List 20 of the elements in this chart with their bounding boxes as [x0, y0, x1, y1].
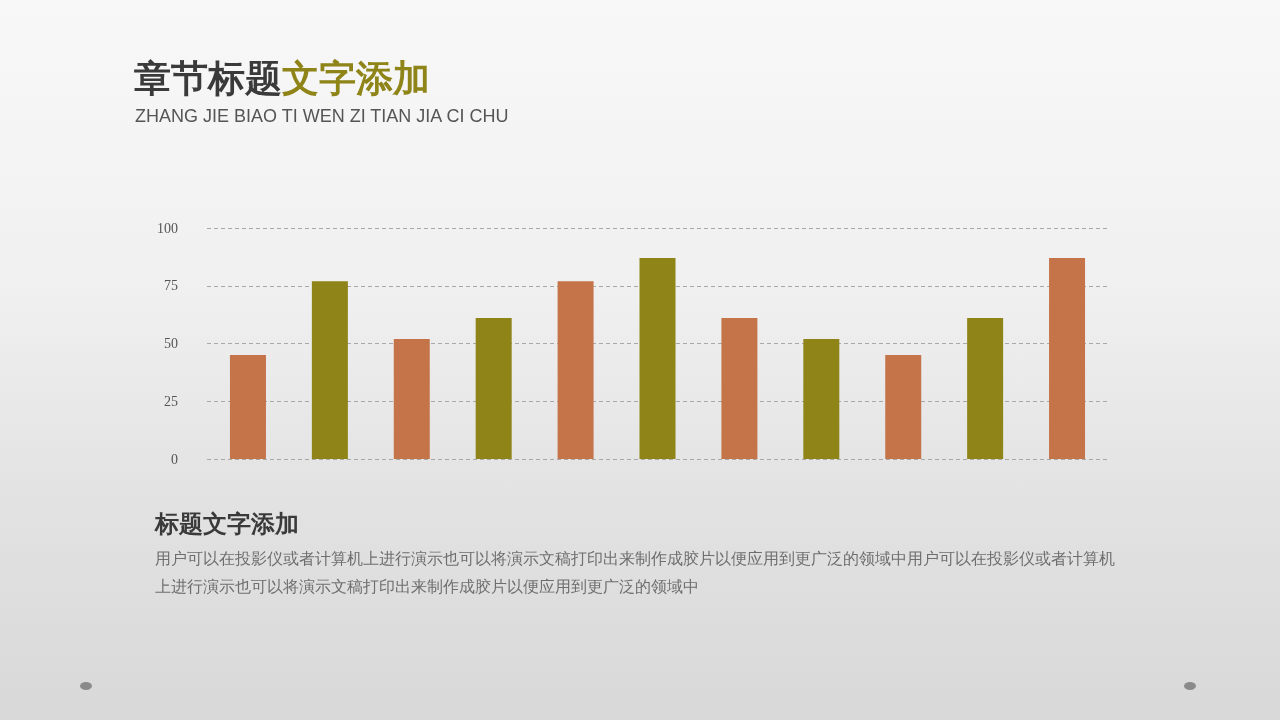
- y-tick-label: 75: [164, 278, 178, 294]
- chart-subtitle: ZHANG JIE BIAO TI WEN ZI TIAN JIA CI CHU: [135, 105, 509, 128]
- text: 标题文字添加: [155, 509, 300, 540]
- bar: [393, 338, 430, 459]
- bar: [885, 355, 922, 459]
- y-tick-label: 100: [157, 220, 178, 236]
- bar: [639, 258, 676, 459]
- bar: [1049, 258, 1086, 459]
- bar: [311, 281, 348, 459]
- bar: [967, 318, 1004, 459]
- y-tick-label: 0: [171, 451, 178, 467]
- chart-title: 章节标题文字添加: [134, 57, 430, 100]
- bar: [721, 318, 758, 459]
- bar: [557, 281, 594, 459]
- bar: [475, 318, 512, 459]
- bar: [229, 355, 266, 459]
- y-tick-label: 25: [164, 393, 178, 409]
- text: 用户可以在投影仪或者计算机上进行演示也可以将演示文稿打印出来制作成胶片以便应用到更广泛的领域中用户可以在投影仪或者计算机上进行演示也可以将演示文稿打印出来制作成胶片以便应用到更广泛的领域中: [155, 548, 1116, 598]
- y-tick-label: 50: [164, 336, 178, 351]
- bar: [803, 338, 840, 459]
